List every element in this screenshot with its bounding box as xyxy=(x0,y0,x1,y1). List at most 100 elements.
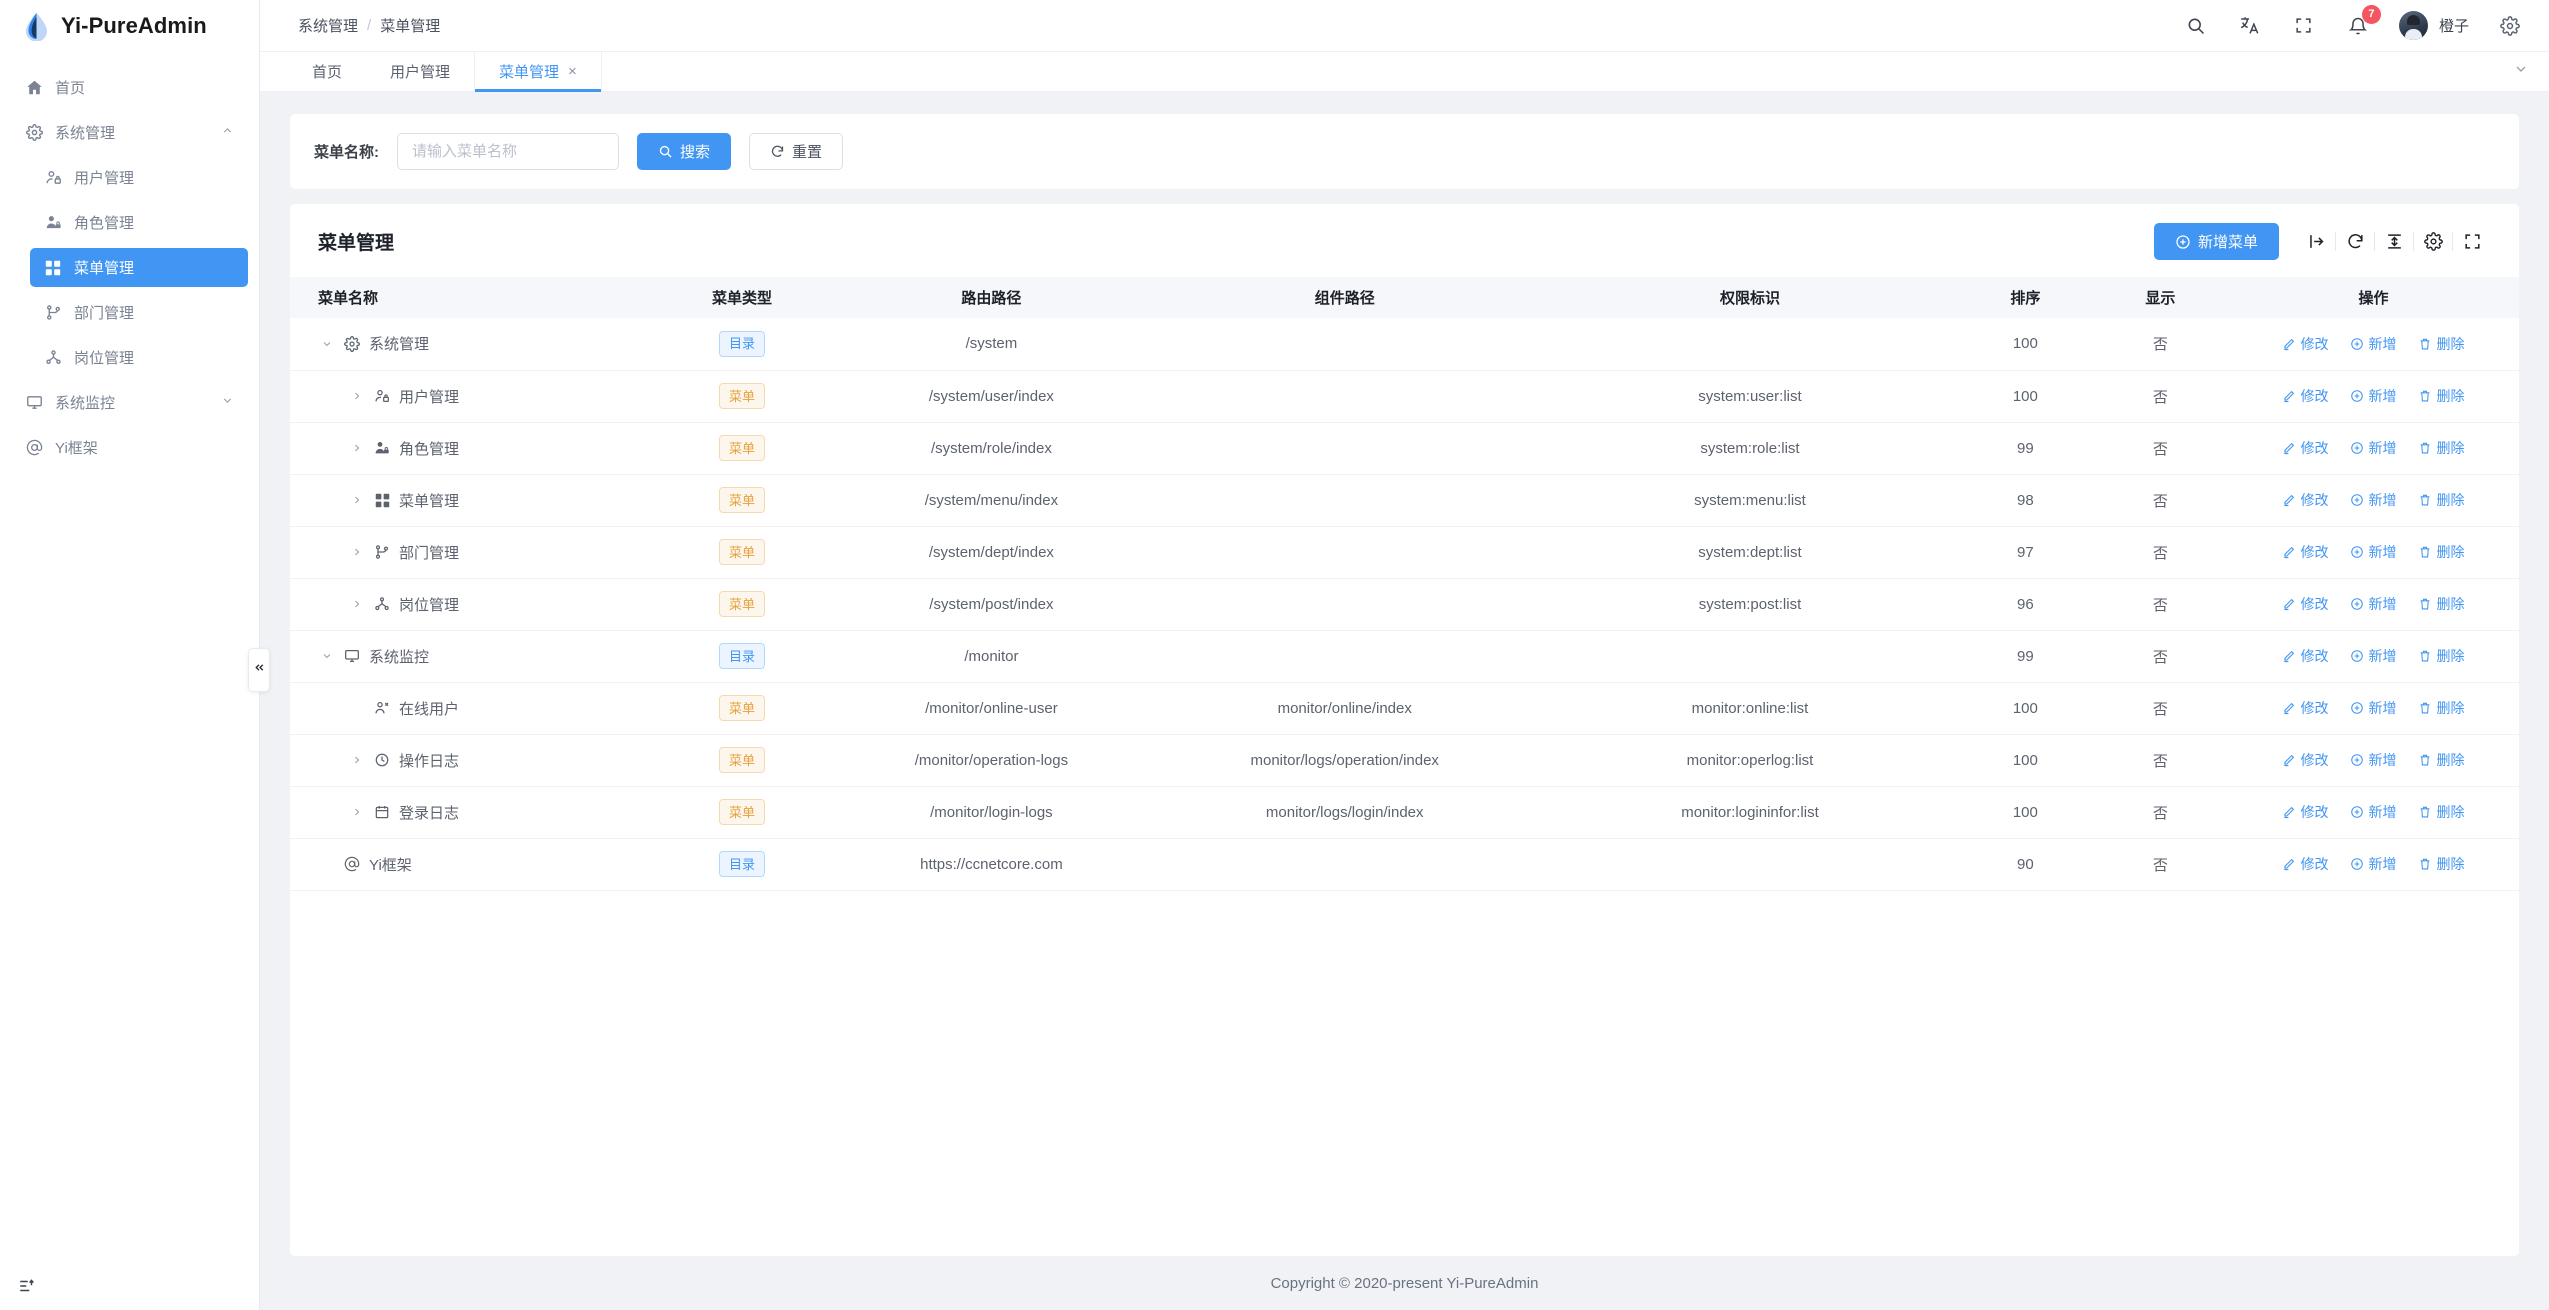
edit-button[interactable]: 修改 xyxy=(2282,698,2328,718)
chevron-right-icon[interactable] xyxy=(348,544,365,561)
delete-button[interactable]: 删除 xyxy=(2418,334,2464,354)
edit-button[interactable]: 修改 xyxy=(2282,438,2328,458)
sidebar-item-monitor[interactable]: 系统监控 xyxy=(11,383,248,422)
close-icon[interactable]: × xyxy=(568,63,577,80)
delete-button[interactable]: 删除 xyxy=(2418,386,2464,406)
chevron-right-icon[interactable] xyxy=(348,492,365,509)
tab-home[interactable]: 首页 xyxy=(288,52,366,91)
cell-visible: 否 xyxy=(2092,318,2228,371)
delete-button[interactable]: 删除 xyxy=(2418,698,2464,718)
add-button[interactable]: 新增 xyxy=(2350,386,2396,406)
table-row[interactable]: 菜单管理 菜单/system/menu/index system:menu:list… xyxy=(290,474,2519,527)
edit-button[interactable]: 修改 xyxy=(2282,646,2328,666)
edit-button[interactable]: 修改 xyxy=(2282,490,2328,510)
chevron-right-icon[interactable] xyxy=(348,440,365,457)
add-button[interactable]: 新增 xyxy=(2350,438,2396,458)
at-icon xyxy=(343,855,361,873)
sidebar-item-menu-management[interactable]: 菜单管理 xyxy=(30,248,248,287)
delete-button[interactable]: 删除 xyxy=(2418,646,2464,666)
sidebar-item-user-management[interactable]: 用户管理 xyxy=(30,158,248,197)
expand-all-icon[interactable] xyxy=(2297,227,2335,257)
table-row[interactable]: 登录日志 菜单/monitor/login-logs monitor/logs/lo… xyxy=(290,786,2519,839)
table-row[interactable]: 在线用户 菜单/monitor/online-user monitor/online… xyxy=(290,682,2519,735)
sidebar-collapse-toggle[interactable] xyxy=(248,648,270,692)
add-button[interactable]: 新增 xyxy=(2350,594,2396,614)
status-badge: 菜单 xyxy=(719,487,766,513)
table-row[interactable]: Yi框架 目录 https://ccnetcore.com 90 否 修改 新增 删除 xyxy=(290,838,2519,891)
delete-button[interactable]: 删除 xyxy=(2418,854,2464,874)
table-row[interactable]: 角色管理 菜单/system/role/index system:role:list… xyxy=(290,422,2519,475)
sidebar-item-yi-framework[interactable]: Yi框架 xyxy=(11,428,248,467)
add-menu-button[interactable]: 新增菜单 xyxy=(2153,223,2279,260)
chevron-right-icon[interactable] xyxy=(348,596,365,613)
delete-button[interactable]: 删除 xyxy=(2418,542,2464,562)
cell-sort: 100 xyxy=(1957,318,2093,371)
tab-user-management[interactable]: 用户管理 xyxy=(366,52,474,91)
sidebar-item-system[interactable]: 系统管理 xyxy=(11,113,248,152)
cell-route-path: /system xyxy=(835,318,1148,371)
brand[interactable]: Yi-PureAdmin xyxy=(0,0,259,52)
edit-button[interactable]: 修改 xyxy=(2282,802,2328,822)
chevron-right-icon[interactable] xyxy=(348,388,365,405)
sidebar-nav: 首页 系统管理 用户管理 xyxy=(0,52,259,1262)
table-row[interactable]: 操作日志 菜单/monitor/operation-logs monitor/log… xyxy=(290,734,2519,787)
add-button[interactable]: 新增 xyxy=(2350,490,2396,510)
delete-button[interactable]: 删除 xyxy=(2418,438,2464,458)
sidebar-item-role-management[interactable]: 角色管理 xyxy=(30,203,248,242)
density-icon[interactable] xyxy=(2375,227,2413,257)
pencil-icon xyxy=(2282,649,2296,663)
cell-menu-type: 目录 xyxy=(648,838,836,891)
fullscreen-icon[interactable] xyxy=(2453,227,2491,257)
chevron-down-icon[interactable] xyxy=(318,648,335,665)
add-button[interactable]: 新增 xyxy=(2350,698,2396,718)
sidebar-item-post-management[interactable]: 岗位管理 xyxy=(30,338,248,377)
add-button[interactable]: 新增 xyxy=(2350,750,2396,770)
search-input[interactable] xyxy=(397,133,619,170)
add-button[interactable]: 新增 xyxy=(2350,802,2396,822)
delete-button[interactable]: 删除 xyxy=(2418,594,2464,614)
sidebar-item-home[interactable]: 首页 xyxy=(11,68,248,107)
plus-circle-icon xyxy=(2350,389,2364,403)
list-settings-icon[interactable] xyxy=(18,1277,36,1295)
edit-button[interactable]: 修改 xyxy=(2282,854,2328,874)
chevron-right-icon[interactable] xyxy=(348,752,365,769)
table-row[interactable]: 岗位管理 菜单/system/post/index system:post:list… xyxy=(290,578,2519,631)
edit-button[interactable]: 修改 xyxy=(2282,386,2328,406)
gear-icon[interactable] xyxy=(2497,13,2523,39)
edit-button[interactable]: 修改 xyxy=(2282,542,2328,562)
fullscreen-icon[interactable] xyxy=(2291,13,2317,39)
toolbar-divider xyxy=(2413,232,2414,251)
search-icon[interactable] xyxy=(2183,13,2209,39)
table-row[interactable]: 系统监控 目录/monitor 99 否 修改 新增 删除 xyxy=(290,630,2519,683)
table-row[interactable]: 部门管理 菜单/system/dept/index system:dept:list… xyxy=(290,526,2519,579)
add-button[interactable]: 新增 xyxy=(2350,854,2396,874)
tab-menu-management[interactable]: 菜单管理 × xyxy=(474,52,602,92)
cell-component-path xyxy=(1147,526,1543,579)
translate-icon[interactable] xyxy=(2237,13,2263,39)
table-row[interactable]: 用户管理 菜单/system/user/index system:user:list… xyxy=(290,370,2519,423)
refresh-icon[interactable] xyxy=(2336,227,2374,257)
edit-button[interactable]: 修改 xyxy=(2282,750,2328,770)
add-button[interactable]: 新增 xyxy=(2350,646,2396,666)
edit-button[interactable]: 修改 xyxy=(2282,334,2328,354)
chevron-down-icon[interactable] xyxy=(2513,61,2529,82)
pencil-icon xyxy=(2282,545,2296,559)
bell-icon[interactable]: 7 xyxy=(2345,4,2381,39)
user-profile[interactable]: 橙子 xyxy=(2398,11,2469,40)
sidebar-item-dept-management[interactable]: 部门管理 xyxy=(30,293,248,332)
chevron-right-icon[interactable] xyxy=(348,804,365,821)
add-button[interactable]: 新增 xyxy=(2350,334,2396,354)
edit-button[interactable]: 修改 xyxy=(2282,594,2328,614)
cell-route-path: /system/post/index xyxy=(835,578,1148,631)
sidebar-item-label: 系统管理 xyxy=(55,125,116,142)
delete-button[interactable]: 删除 xyxy=(2418,802,2464,822)
chevron-down-icon[interactable] xyxy=(318,335,335,352)
add-button[interactable]: 新增 xyxy=(2350,542,2396,562)
breadcrumb-parent[interactable]: 系统管理 xyxy=(298,18,359,35)
reset-button[interactable]: 重置 xyxy=(749,133,844,170)
search-button[interactable]: 搜索 xyxy=(637,133,732,170)
column-settings-icon[interactable] xyxy=(2414,227,2452,257)
delete-button[interactable]: 删除 xyxy=(2418,750,2464,770)
delete-button[interactable]: 删除 xyxy=(2418,490,2464,510)
table-row[interactable]: 系统管理 目录/system 100 否 修改 新增 删除 xyxy=(290,318,2519,371)
